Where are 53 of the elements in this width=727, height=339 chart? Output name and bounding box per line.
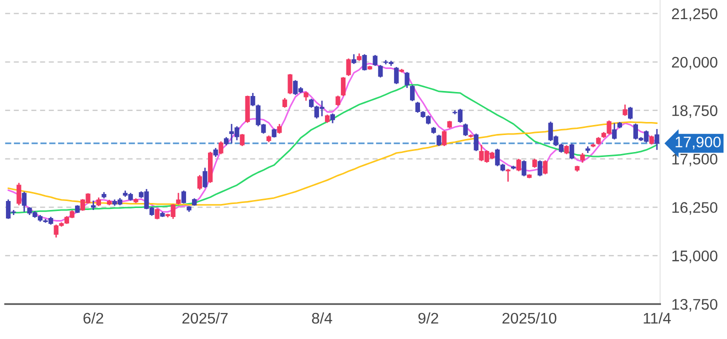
candlestick [404,71,410,89]
x-tick-label: 2025/7 [182,312,228,324]
candlestick [612,122,617,140]
candlestick [410,84,415,102]
x-tick-label: 9/2 [418,312,438,324]
y-tick-label: 18,750 [672,105,718,118]
candlestick [442,130,447,147]
candlestick [181,190,186,204]
candlestick [202,167,208,189]
candlestick [538,160,542,177]
candlestick [22,191,27,213]
candlestick [282,97,288,108]
y-tick-label: 16,250 [672,202,718,215]
y-tick-label: 21,250 [672,8,718,22]
candlestick [436,134,442,147]
candlestick [372,54,378,67]
y-tick-label: 15,000 [672,250,718,264]
candlestick [628,106,633,120]
candlestick [463,122,468,137]
candlestick [516,158,522,172]
candlestick [240,133,245,147]
x-tick-label: 6/2 [84,312,104,324]
candlestick [570,143,574,160]
candlestick [474,132,478,152]
x-tick-label: 2025/10 [502,312,556,324]
candlestick [378,64,383,78]
y-tick-label: 20,000 [672,56,718,70]
y-tick-label: 17,500 [672,154,718,166]
candlestick [394,66,399,85]
candlestick [16,182,22,206]
candlestick [288,73,292,95]
x-tick-label: 8/4 [312,312,332,324]
candlestick [522,160,526,177]
candlestick [330,112,335,124]
candlestick [346,58,351,77]
candlestick [340,76,346,97]
candlestick [277,123,282,134]
candlestick [176,192,181,206]
candlestick [352,54,356,65]
candlestick [197,174,202,191]
candlestick [218,140,224,155]
ref-line-label: 17,900 [676,136,721,150]
y-tick-label: 13,750 [672,298,718,312]
candlestick [580,152,585,164]
candlestick [250,92,256,107]
candlestick [336,94,340,106]
candlestick [622,104,628,117]
candlestick [654,128,660,151]
candlestick [362,54,367,72]
candlestick [542,160,548,176]
candlestick [506,168,510,182]
candlestick [415,101,420,114]
x-tick-label: 11/4 [644,312,671,324]
